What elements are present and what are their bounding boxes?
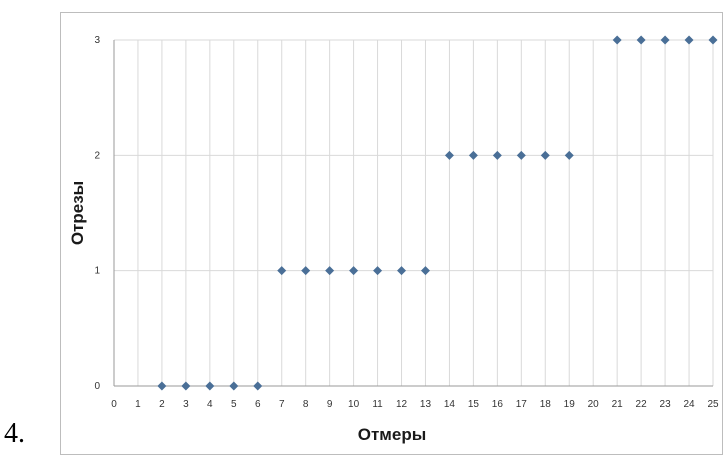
data-point-marker <box>492 150 502 160</box>
x-axis-title: Отмеры <box>358 425 426 444</box>
data-point-marker <box>301 266 311 276</box>
data-point-marker <box>397 266 407 276</box>
data-point-marker <box>660 35 670 45</box>
x-tick-label: 15 <box>468 399 480 410</box>
data-point-marker <box>516 150 526 160</box>
data-point-marker <box>444 150 454 160</box>
data-point-marker <box>420 266 430 276</box>
y-tick-label: 0 <box>94 381 100 392</box>
x-tick-label: 21 <box>612 399 624 410</box>
data-point-marker <box>373 266 383 276</box>
data-point-marker <box>181 381 191 391</box>
y-tick-labels: 0 1 2 3 <box>94 35 100 392</box>
data-point-marker <box>468 150 478 160</box>
data-point-marker <box>564 150 574 160</box>
data-point-marker <box>253 381 263 391</box>
x-tick-label: 2 <box>159 399 165 410</box>
data-point-marker <box>229 381 239 391</box>
x-tick-label: 14 <box>444 399 456 410</box>
data-point-marker <box>684 35 694 45</box>
x-tick-label: 0 <box>111 399 117 410</box>
x-tick-label: 12 <box>396 399 408 410</box>
x-tick-label: 9 <box>327 399 333 410</box>
x-tick-label: 3 <box>183 399 189 410</box>
x-tick-labels: 0 1 2 3 4 5 6 7 8 9 10 11 12 13 14 15 16 17 18 19 20 21 22 23 24… <box>111 399 719 410</box>
data-point-marker <box>612 35 622 45</box>
x-tick-label: 17 <box>516 399 528 410</box>
x-tick-label: 6 <box>255 399 261 410</box>
x-tick-label: 16 <box>492 399 504 410</box>
x-tick-label: 7 <box>279 399 285 410</box>
y-tick-label: 2 <box>94 150 100 161</box>
x-tick-label: 5 <box>231 399 237 410</box>
x-tick-label: 1 <box>135 399 141 410</box>
data-point-marker <box>325 266 335 276</box>
y-tick-label: 1 <box>94 266 100 277</box>
x-tick-label: 23 <box>660 399 672 410</box>
data-point-marker <box>205 381 215 391</box>
data-points <box>157 35 718 391</box>
x-tick-label: 4 <box>207 399 213 410</box>
x-tick-label: 20 <box>588 399 600 410</box>
x-tick-label: 10 <box>348 399 360 410</box>
x-tick-label: 11 <box>372 399 383 410</box>
x-tick-label: 8 <box>303 399 309 410</box>
data-point-marker <box>540 150 550 160</box>
x-tick-label: 25 <box>707 399 719 410</box>
x-tick-label: 13 <box>420 399 432 410</box>
item-number-label: 4. <box>4 418 25 449</box>
data-point-marker <box>349 266 359 276</box>
x-tick-label: 22 <box>636 399 648 410</box>
data-point-marker <box>277 266 287 276</box>
data-point-marker <box>708 35 718 45</box>
grid-lines <box>114 39 714 386</box>
chart-frame <box>60 12 723 455</box>
y-axis-title: Отрезы <box>68 181 87 245</box>
y-tick-label: 3 <box>94 35 100 46</box>
data-point-marker <box>636 35 646 45</box>
x-tick-label: 19 <box>564 399 576 410</box>
data-point-marker <box>157 381 167 391</box>
x-tick-label: 18 <box>540 399 552 410</box>
x-tick-label: 24 <box>683 399 695 410</box>
axes <box>113 40 713 387</box>
